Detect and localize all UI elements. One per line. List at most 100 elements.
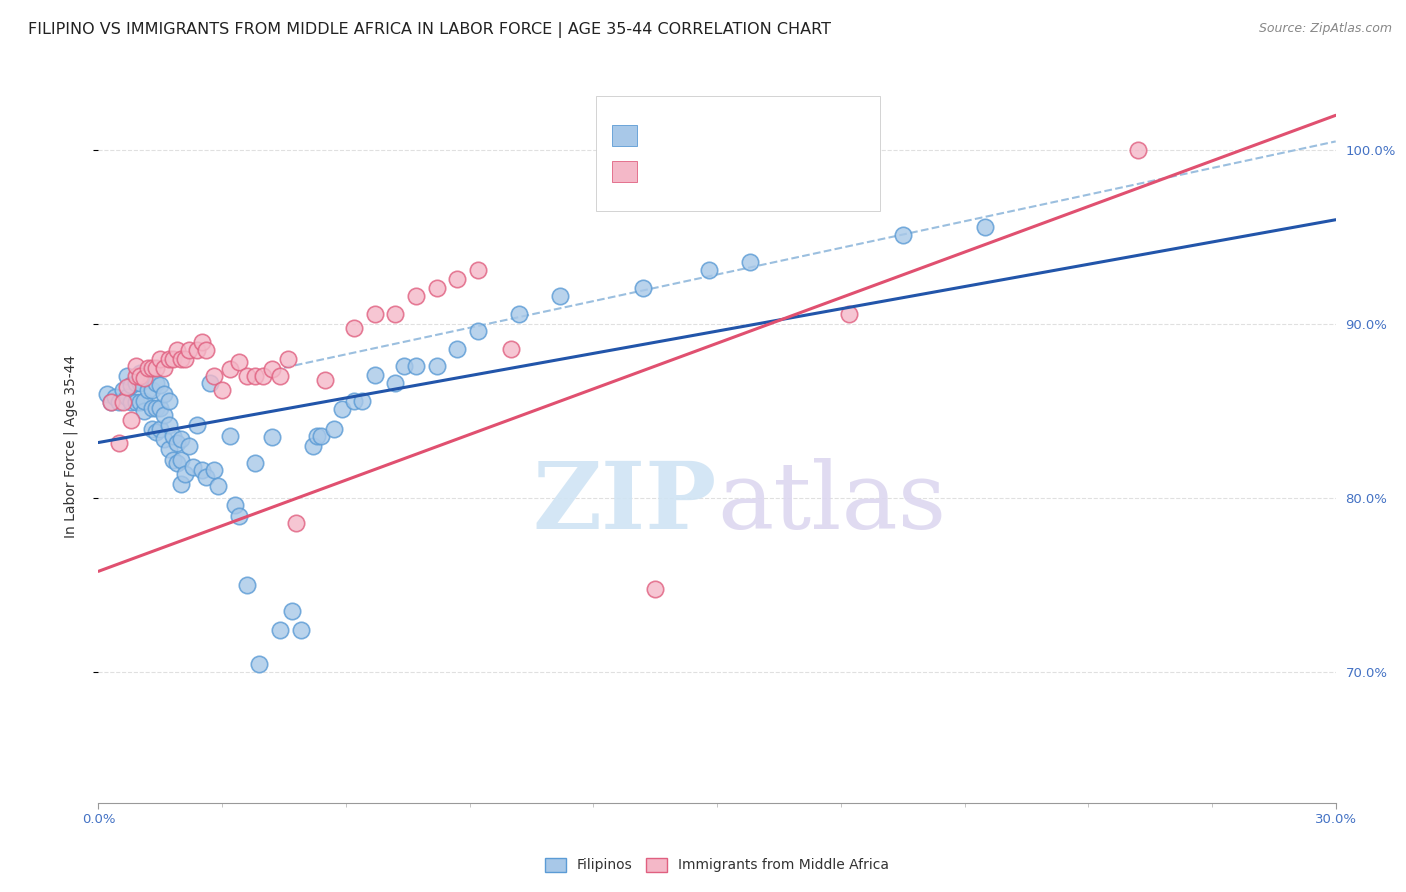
Point	[186, 343, 208, 358]
Point	[194, 343, 217, 358]
Text: 80: 80	[797, 128, 817, 143]
Point	[162, 453, 184, 467]
Point	[96, 386, 118, 401]
Point	[305, 428, 328, 442]
Point	[181, 459, 204, 474]
Point	[128, 395, 150, 409]
Text: atlas: atlas	[717, 458, 946, 548]
Point	[120, 413, 142, 427]
Point	[207, 479, 229, 493]
Point	[426, 280, 449, 294]
Point	[252, 369, 274, 384]
Text: N =: N =	[751, 128, 790, 143]
Point	[281, 604, 304, 618]
Point	[104, 390, 127, 404]
Point	[243, 457, 266, 471]
Point	[124, 369, 146, 384]
Point	[108, 435, 131, 450]
Point	[1126, 143, 1149, 157]
FancyBboxPatch shape	[612, 161, 637, 182]
Point	[446, 272, 468, 286]
Point	[697, 263, 720, 277]
Point	[174, 467, 197, 481]
Point	[190, 463, 212, 477]
Point	[166, 343, 188, 358]
Text: R =: R =	[647, 164, 676, 178]
Point	[132, 393, 155, 408]
Point	[364, 307, 387, 321]
Point	[174, 351, 197, 366]
Point	[343, 393, 366, 408]
Point	[149, 378, 172, 392]
Text: 0.550: 0.550	[689, 164, 733, 178]
Point	[112, 395, 135, 409]
Point	[236, 578, 259, 592]
Point	[236, 369, 259, 384]
Point	[153, 408, 176, 422]
Point	[290, 624, 312, 638]
Point	[136, 360, 159, 375]
Point	[141, 384, 163, 398]
Point	[974, 219, 997, 234]
Point	[405, 289, 427, 303]
Text: N =: N =	[751, 164, 790, 178]
Point	[166, 457, 188, 471]
Point	[136, 384, 159, 398]
Legend: Filipinos, Immigrants from Middle Africa: Filipinos, Immigrants from Middle Africa	[540, 852, 894, 878]
Point	[631, 280, 654, 294]
Point	[117, 380, 139, 394]
Point	[269, 369, 291, 384]
Point	[467, 324, 489, 338]
Point	[467, 263, 489, 277]
Text: FILIPINO VS IMMIGRANTS FROM MIDDLE AFRICA IN LABOR FORCE | AGE 35-44 CORRELATION: FILIPINO VS IMMIGRANTS FROM MIDDLE AFRIC…	[28, 22, 831, 38]
Point	[228, 508, 250, 523]
Point	[145, 425, 167, 439]
Point	[211, 384, 233, 398]
Point	[170, 432, 193, 446]
Text: R =: R =	[647, 128, 676, 143]
Point	[100, 395, 122, 409]
Point	[309, 428, 332, 442]
Point	[145, 376, 167, 391]
Point	[117, 390, 139, 404]
Point	[499, 342, 522, 356]
Point	[149, 401, 172, 415]
Point	[149, 351, 172, 366]
Point	[508, 307, 530, 321]
Point	[132, 404, 155, 418]
Point	[157, 442, 180, 457]
Point	[162, 351, 184, 366]
Point	[170, 453, 193, 467]
Point	[838, 307, 860, 321]
Point	[446, 342, 468, 356]
Point	[128, 369, 150, 384]
Point	[405, 359, 427, 373]
Point	[314, 373, 336, 387]
Point	[260, 362, 283, 376]
Point	[260, 430, 283, 444]
Point	[112, 384, 135, 398]
Point	[891, 228, 914, 243]
Point	[364, 368, 387, 382]
Point	[120, 378, 142, 392]
Point	[124, 376, 146, 391]
Point	[157, 418, 180, 433]
Point	[384, 307, 406, 321]
Point	[100, 395, 122, 409]
Point	[228, 355, 250, 369]
Point	[141, 360, 163, 375]
Point	[170, 477, 193, 491]
Point	[243, 369, 266, 384]
FancyBboxPatch shape	[612, 125, 637, 146]
Point	[224, 498, 246, 512]
Point	[219, 362, 242, 376]
Point	[322, 421, 344, 435]
Point	[384, 376, 406, 391]
Point	[285, 516, 308, 530]
Point	[145, 360, 167, 375]
Point	[128, 366, 150, 380]
Point	[132, 371, 155, 385]
Point	[136, 366, 159, 380]
Point	[179, 439, 201, 453]
Point	[219, 428, 242, 442]
